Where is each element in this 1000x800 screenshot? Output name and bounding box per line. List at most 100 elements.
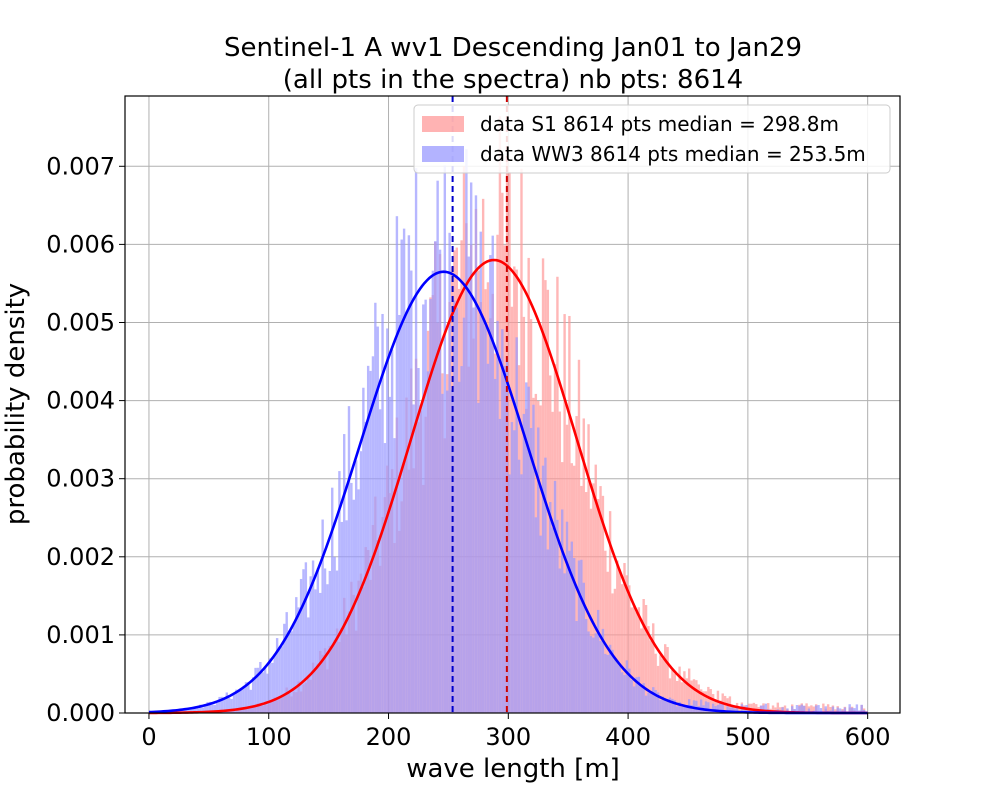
histogram-bar [218,696,221,713]
histogram-bar [443,165,447,713]
histogram-bar [501,329,504,713]
histogram-bar [608,644,612,713]
histogram-bar [616,661,619,713]
x-axis-label: wave length [m] [406,754,620,784]
histogram-bar [359,451,363,713]
histogram-bar [484,326,487,713]
histogram-bar [525,382,528,713]
histogram-bar [632,606,636,713]
histogram-bar [486,363,490,713]
histogram-bar [374,302,377,713]
histogram-bar [711,694,715,713]
histogram-bar [400,239,403,713]
y-tick-label: 0.002 [46,543,115,571]
histogram-bar [304,562,308,713]
plot-frame [124,95,901,714]
histogram-bar [680,706,684,713]
histogram-bar [853,708,856,713]
histogram-bar [628,668,631,713]
histogram-bar [388,396,391,713]
histogram-bar [455,307,458,713]
histogram-bar [630,607,633,713]
histogram-bar [649,640,653,713]
histogram-bar [232,694,236,713]
histogram-bar [673,673,677,713]
histogram-bar [752,702,756,713]
histogram-bar [601,495,605,713]
histogram-bar [695,700,698,713]
histogram-bar [350,482,353,713]
histogram-bar [333,556,336,713]
histogram-bar [213,704,217,713]
histogram-bar [604,550,607,713]
histogram-bar [419,405,423,713]
histogram-bar [247,682,250,713]
y-tick-label: 0.005 [46,308,115,336]
histogram-bar [764,703,768,713]
histogram-bar [623,563,626,713]
histogram-bar [568,315,571,713]
histogram-bar [817,705,820,713]
histogram-bar [798,706,801,713]
histogram-bar [594,464,597,713]
histogram-bar [561,509,564,713]
histogram-bar [731,707,734,713]
histogram-bar [187,708,190,713]
histogram-bar [834,709,837,713]
histogram-bar [587,424,590,713]
histogram-bar [570,541,573,713]
histogram-bar [314,589,317,713]
histogram-bar [565,521,569,713]
histogram-bar [721,704,724,713]
fit-curve-ww3 [148,270,868,715]
histogram-bar [781,707,784,713]
histogram-bar [795,705,799,713]
histogram-bar [295,597,298,713]
legend-label-ww3: data WW3 8614 pts median = 253.5m [480,142,866,166]
histogram-bar [654,653,657,713]
histogram-bar [393,438,396,713]
histogram-bar [556,519,559,713]
histogram-bar [460,366,463,713]
histogram-bar [599,641,602,713]
legend-swatch-ww3 [422,146,464,162]
histogram-bar [386,328,389,713]
legend-label-s1: data S1 8614 pts median = 298.8m [480,112,839,136]
histogram-bar [750,708,753,713]
x-axis-ticks: 0 100 200 300 400 500 600 [141,713,891,751]
histogram-bar [343,434,346,713]
histogram-bar [335,570,339,713]
histogram-bar [632,686,636,713]
histogram-bar [285,612,288,713]
histogram-bar [216,703,219,713]
histogram-bar [755,704,758,713]
median-lines [451,96,508,713]
histogram-bar [225,692,229,713]
histogram-bar [369,370,372,713]
histogram-bar [239,689,243,713]
histogram-bar [666,700,669,713]
histogram-bar [668,678,672,713]
histogram-bar [599,486,602,713]
histogram-bar [848,704,851,713]
histogram-bar [606,571,609,713]
histogram-bar [196,708,200,713]
histogram-bar [467,256,470,713]
histogram-bar [434,241,437,713]
histogram-bar [719,701,722,713]
histogram-bar [405,311,408,713]
histogram-bar [664,699,667,713]
histogram-bar [539,535,542,713]
histogram-bar [620,672,624,713]
histogram-bar [199,704,202,713]
histogram-bar [807,708,811,713]
histogram-bar [738,706,741,713]
histogram-bar [534,517,538,713]
histogram-bar [316,568,320,713]
histogram-bar [541,465,545,713]
histogram-bar [697,684,700,713]
histogram-bar [793,709,796,713]
histogram-bar [479,231,482,713]
histogram-bar [824,706,827,713]
